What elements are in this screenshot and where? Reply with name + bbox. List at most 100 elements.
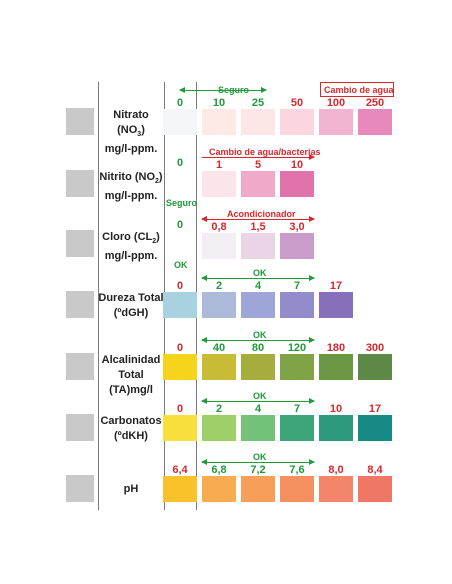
color-swatch bbox=[241, 109, 275, 135]
value-1-5: 1,5 bbox=[250, 221, 266, 233]
acondicionador-label: Acondicionador bbox=[227, 209, 296, 219]
row-label: Nitrato (NO3) mg/l-ppm. bbox=[98, 108, 164, 157]
seguro-range-arrow bbox=[179, 87, 267, 93]
color-swatch bbox=[358, 109, 392, 135]
color-swatch bbox=[319, 354, 353, 380]
cambio-de-agua-box bbox=[320, 82, 394, 97]
color-swatch bbox=[358, 415, 392, 441]
cambio-range-arrow bbox=[202, 154, 315, 160]
color-swatch bbox=[202, 292, 236, 318]
color-swatch bbox=[163, 415, 197, 441]
row-label-unit: mg/l-ppm. bbox=[104, 143, 158, 156]
value-7: 7 bbox=[293, 403, 301, 415]
row-label-subscript: 2 bbox=[152, 238, 157, 246]
row-label-name: pH bbox=[123, 483, 139, 495]
color-swatch bbox=[358, 354, 392, 380]
value-0: 0 bbox=[176, 219, 184, 231]
value-0: 0 bbox=[176, 97, 184, 109]
color-swatch bbox=[241, 233, 275, 259]
ok-label: OK bbox=[253, 330, 267, 340]
row-label: Carbonatos (ºdKH) bbox=[98, 414, 164, 444]
value-7: 7 bbox=[293, 280, 301, 292]
value-6-8: 6,8 bbox=[211, 464, 227, 476]
value-17: 17 bbox=[368, 403, 382, 415]
row-label: Alcalinidad Total (TA)mg/l bbox=[98, 353, 164, 398]
value-7-2: 7,2 bbox=[250, 464, 266, 476]
row-label-unit: Total (TA)mg/l bbox=[109, 369, 153, 396]
row-label-name: Nitrato (NO bbox=[113, 109, 149, 136]
value-1: 1 bbox=[215, 159, 223, 171]
value-50: 50 bbox=[290, 97, 304, 109]
value-8-4: 8,4 bbox=[367, 464, 383, 476]
color-swatch bbox=[280, 476, 314, 502]
value-180: 180 bbox=[326, 342, 346, 354]
color-swatch bbox=[280, 415, 314, 441]
row-label-tail: ) bbox=[158, 171, 163, 183]
row-label-name: Carbonatos bbox=[100, 415, 162, 427]
value-5: 5 bbox=[254, 159, 262, 171]
color-swatch bbox=[280, 109, 314, 135]
ok-label: OK bbox=[253, 452, 267, 462]
value-80: 80 bbox=[251, 342, 265, 354]
value-4: 4 bbox=[254, 280, 262, 292]
row-label-unit: (ºdGH) bbox=[113, 307, 149, 319]
row-label-name: Alcalinidad bbox=[101, 354, 161, 366]
color-swatch bbox=[202, 415, 236, 441]
ok-label: OK bbox=[253, 391, 267, 401]
gray-strip bbox=[66, 170, 94, 197]
value-6-4: 6,4 bbox=[172, 464, 188, 476]
color-swatch bbox=[163, 476, 197, 502]
color-swatch bbox=[319, 109, 353, 135]
value-250: 250 bbox=[365, 97, 385, 109]
gray-strip bbox=[66, 291, 94, 318]
color-swatch bbox=[319, 292, 353, 318]
value-0: 0 bbox=[176, 157, 184, 169]
value-2: 2 bbox=[215, 403, 223, 415]
gray-strip bbox=[66, 475, 94, 502]
row-label-unit: mg/l-ppm. bbox=[104, 250, 158, 263]
color-swatch bbox=[241, 476, 275, 502]
row-label: Dureza Total (ºdGH) bbox=[98, 291, 164, 321]
value-7-6: 7,6 bbox=[289, 464, 305, 476]
color-swatch bbox=[163, 354, 197, 380]
row-label-tail: ) bbox=[156, 231, 160, 243]
value-120: 120 bbox=[287, 342, 307, 354]
color-swatch bbox=[319, 415, 353, 441]
color-swatch bbox=[202, 171, 236, 197]
value-0: 0 bbox=[176, 280, 184, 292]
ok-range-arrow bbox=[201, 337, 315, 343]
color-swatch bbox=[280, 233, 314, 259]
color-swatch bbox=[202, 476, 236, 502]
value-40: 40 bbox=[212, 342, 226, 354]
color-swatch bbox=[280, 171, 314, 197]
cambio-de-agua-bacterias-label: Cambio de agua/bacterias bbox=[209, 147, 321, 157]
acondicionador-range-arrow bbox=[201, 216, 315, 222]
color-swatch bbox=[280, 292, 314, 318]
row-label-name: Dureza Total bbox=[98, 292, 164, 304]
value-2: 2 bbox=[215, 280, 223, 292]
divider-line-left bbox=[98, 82, 99, 510]
row-label-unit: (ºdKH) bbox=[114, 430, 148, 442]
row-label-name: Nitrito (NO bbox=[99, 171, 156, 183]
color-swatch bbox=[241, 171, 275, 197]
gray-strip bbox=[66, 414, 94, 441]
row-label-unit: mg/l-ppm. bbox=[104, 190, 158, 203]
row-label-name: Cloro (CL bbox=[102, 231, 153, 243]
value-17: 17 bbox=[329, 280, 343, 292]
ok-label: OK bbox=[253, 268, 267, 278]
color-swatch bbox=[163, 292, 197, 318]
row-label-subscript: 3 bbox=[137, 131, 142, 139]
value-10: 10 bbox=[329, 403, 343, 415]
row-label-tail: ) bbox=[141, 124, 145, 136]
color-swatch bbox=[280, 354, 314, 380]
gray-strip bbox=[66, 108, 94, 135]
value-8-0: 8,0 bbox=[328, 464, 344, 476]
value-0-8: 0,8 bbox=[211, 221, 227, 233]
value-10: 10 bbox=[212, 97, 226, 109]
color-swatch bbox=[202, 354, 236, 380]
color-swatch bbox=[358, 476, 392, 502]
color-swatch bbox=[163, 109, 197, 135]
ok-label: OK bbox=[174, 260, 188, 270]
cambio-de-agua-label: Cambio de agua bbox=[324, 85, 394, 95]
value-25: 25 bbox=[251, 97, 265, 109]
